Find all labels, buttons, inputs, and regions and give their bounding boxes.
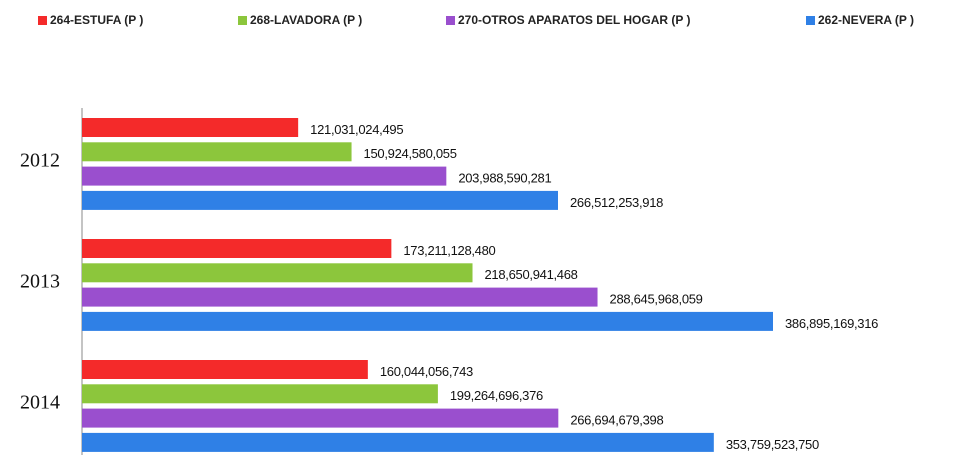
bar	[82, 118, 299, 137]
category-label: 2014	[20, 392, 60, 414]
bar	[82, 239, 392, 258]
legend-label: 268-LAVADORA (P )	[250, 13, 362, 27]
legend-label: 262-NEVERA (P )	[818, 13, 914, 27]
legend-label: 270-OTROS APARATOS DEL HOGAR (P )	[458, 13, 690, 27]
value-label: 266,694,679,398	[570, 413, 663, 428]
category-label: 2013	[20, 271, 60, 293]
legend-swatch	[446, 16, 455, 25]
legend-label: 264-ESTUFA (P )	[50, 13, 143, 27]
value-label: 218,650,941,468	[485, 267, 578, 282]
category-label: 2012	[20, 150, 60, 172]
bar	[82, 287, 598, 307]
bar	[82, 142, 352, 162]
bar	[82, 263, 473, 283]
value-label: 288,645,968,059	[610, 292, 703, 307]
bar	[82, 166, 447, 186]
value-label: 160,044,056,743	[380, 364, 473, 379]
legend-swatch	[806, 16, 815, 25]
bar	[82, 360, 368, 379]
value-label: 203,988,590,281	[458, 171, 551, 186]
bar	[82, 190, 558, 210]
value-label: 173,211,128,480	[403, 243, 495, 258]
value-label: 266,512,253,918	[570, 195, 663, 210]
value-label: 386,895,169,316	[785, 316, 878, 331]
bar	[82, 432, 714, 452]
value-label: 121,031,024,495	[310, 122, 403, 137]
bar	[82, 311, 773, 331]
value-label: 353,759,523,750	[726, 437, 819, 452]
value-label: 199,264,696,376	[450, 388, 543, 403]
bar	[82, 408, 559, 428]
legend-swatch	[238, 16, 247, 25]
bar	[82, 384, 438, 404]
value-label: 150,924,580,055	[364, 146, 457, 161]
legend-swatch	[38, 16, 47, 25]
